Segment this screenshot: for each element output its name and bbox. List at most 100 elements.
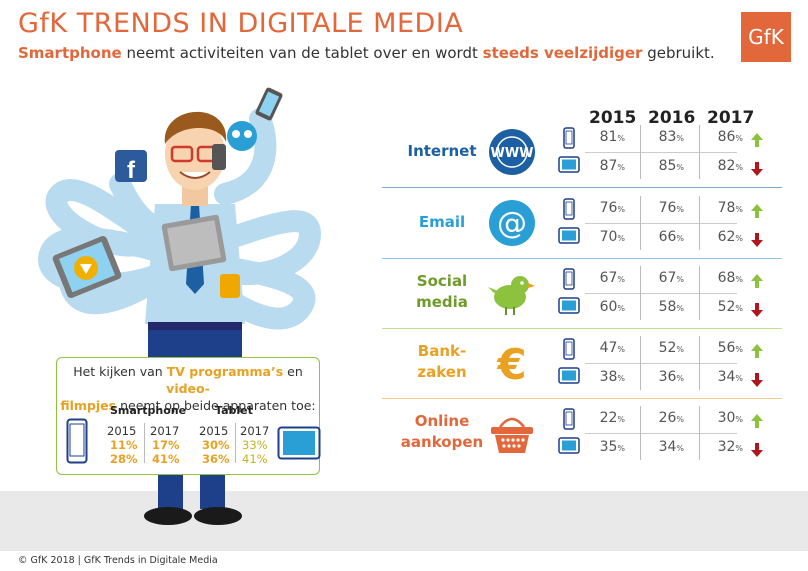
percent-sign: % xyxy=(676,205,684,214)
percent-sign: % xyxy=(676,345,684,354)
smartphone-value-2017: 86% xyxy=(697,129,743,145)
percent-sign: % xyxy=(676,444,684,453)
smartphone-icon xyxy=(563,198,575,224)
percent-sign: % xyxy=(676,163,684,172)
percent-sign: % xyxy=(735,304,743,313)
tv-tablet-label: Tablet xyxy=(215,404,253,417)
tablet-value-2016: 34% xyxy=(638,439,684,455)
smartphone-value-2016: 67% xyxy=(638,270,684,286)
row-label-bank--zaken: Bank-zaken xyxy=(392,341,492,383)
tv-smartphone-label: Smartphone xyxy=(110,404,187,417)
tablet-icon xyxy=(558,437,580,458)
smartphone-value-2016: 26% xyxy=(638,410,684,426)
row-label-line: aankopen xyxy=(400,433,484,451)
tv-text-a: Het kijken van xyxy=(73,364,167,379)
tv-smartphone-video-2017: 41% xyxy=(152,452,180,466)
value-number: 35 xyxy=(599,439,618,455)
value-number: 76 xyxy=(599,200,618,216)
percent-sign: % xyxy=(735,163,743,172)
row-label-line: zaken xyxy=(417,363,467,381)
tablet-value-2016: 66% xyxy=(638,229,684,245)
percent-sign: % xyxy=(617,415,625,424)
tablet-icon xyxy=(558,156,580,177)
value-number: 56 xyxy=(717,340,736,356)
column-divider xyxy=(640,406,641,460)
tablet-value-2016: 36% xyxy=(638,369,684,385)
arrow-up-icon xyxy=(751,413,763,432)
value-number: 83 xyxy=(658,129,677,145)
value-number: 38 xyxy=(599,369,618,385)
smartphone-icon xyxy=(563,268,575,294)
value-number: 78 xyxy=(717,200,736,216)
value-number: 62 xyxy=(717,229,736,245)
row-separator xyxy=(382,328,782,329)
tv-smartphone-tv-2015: 11% xyxy=(110,438,138,452)
svg-text:f: f xyxy=(127,157,136,184)
tablet-value-2017: 52% xyxy=(697,299,743,315)
tv-tablet-year-b: 2017 xyxy=(240,424,270,438)
smartphone-value-2016: 76% xyxy=(638,200,684,216)
smartphone-value-2015: 76% xyxy=(579,200,625,216)
year-header-2016: 2016 xyxy=(648,108,696,128)
percent-sign: % xyxy=(617,163,625,172)
smartphone-icon xyxy=(563,408,575,434)
tv-text-highlight-video: video- xyxy=(166,381,210,396)
smartphone-value-2015: 22% xyxy=(579,410,625,426)
tv-text-highlight-tv: TV programma’s xyxy=(166,364,284,379)
tv-text-highlight-filmpjes: filmpjes xyxy=(60,398,117,413)
percent-sign: % xyxy=(676,234,684,243)
tv-tablet-tv-2015: 30% xyxy=(202,438,230,452)
subtitle-text-1: neemt activiteiten van de tablet over en… xyxy=(121,44,483,62)
tablet-icon xyxy=(558,367,580,388)
bird-icon xyxy=(488,269,536,317)
tablet-value-2015: 87% xyxy=(579,158,625,174)
tv-text-c: neemt op beide apparaten toe: xyxy=(116,398,316,413)
smartphone-value-2016: 52% xyxy=(638,340,684,356)
tablet-value-2017: 82% xyxy=(697,158,743,174)
row-label-line: Bank- xyxy=(417,342,467,360)
basket-icon xyxy=(488,409,536,457)
row-divider-inner xyxy=(585,223,737,224)
row-divider-inner xyxy=(585,433,737,434)
subtitle-text-2: gebruikt. xyxy=(642,44,715,62)
tv-smartphone-year-a: 2015 xyxy=(107,424,137,438)
tablet-value-2016: 85% xyxy=(638,158,684,174)
percent-sign: % xyxy=(735,134,743,143)
value-number: 70 xyxy=(599,229,618,245)
value-number: 34 xyxy=(658,439,677,455)
row-label-social-media: Social media xyxy=(392,271,492,313)
percent-sign: % xyxy=(735,444,743,453)
row-separator xyxy=(382,258,782,259)
value-number: 81 xyxy=(599,129,618,145)
tv-smartphone-tv-2017: 17% xyxy=(152,438,180,452)
percent-sign: % xyxy=(617,134,625,143)
value-number: 52 xyxy=(717,299,736,315)
tv-tablet-year-a: 2015 xyxy=(199,424,229,438)
svg-text:@: @ xyxy=(497,206,527,241)
value-number: 86 xyxy=(717,129,736,145)
tv-text-b: en xyxy=(283,364,303,379)
percent-sign: % xyxy=(617,374,625,383)
year-header-2015: 2015 xyxy=(589,108,637,128)
column-divider xyxy=(640,125,641,179)
column-divider xyxy=(640,266,641,320)
value-number: 58 xyxy=(658,299,677,315)
subtitle-highlight-veelzijdig: steeds veelzijdiger xyxy=(482,44,643,62)
percent-sign: % xyxy=(735,345,743,354)
page-subtitle: Smartphone neemt activiteiten van de tab… xyxy=(18,44,715,62)
smartphone-value-2015: 47% xyxy=(579,340,625,356)
value-number: 66 xyxy=(658,229,677,245)
value-number: 76 xyxy=(658,200,677,216)
arrow-up-icon xyxy=(751,132,763,151)
column-divider xyxy=(640,336,641,390)
tv-smartphone-video-2015: 28% xyxy=(110,452,138,466)
tablet-value-2015: 60% xyxy=(579,299,625,315)
row-label-line: Online xyxy=(414,412,470,430)
value-number: 36 xyxy=(658,369,677,385)
arrow-down-icon xyxy=(751,372,763,391)
value-number: 22 xyxy=(599,410,618,426)
tv-tablet-video-2015: 36% xyxy=(202,452,230,466)
smartphone-value-2017: 68% xyxy=(697,270,743,286)
tablet-icon xyxy=(558,227,580,248)
tv-divider xyxy=(235,423,236,463)
